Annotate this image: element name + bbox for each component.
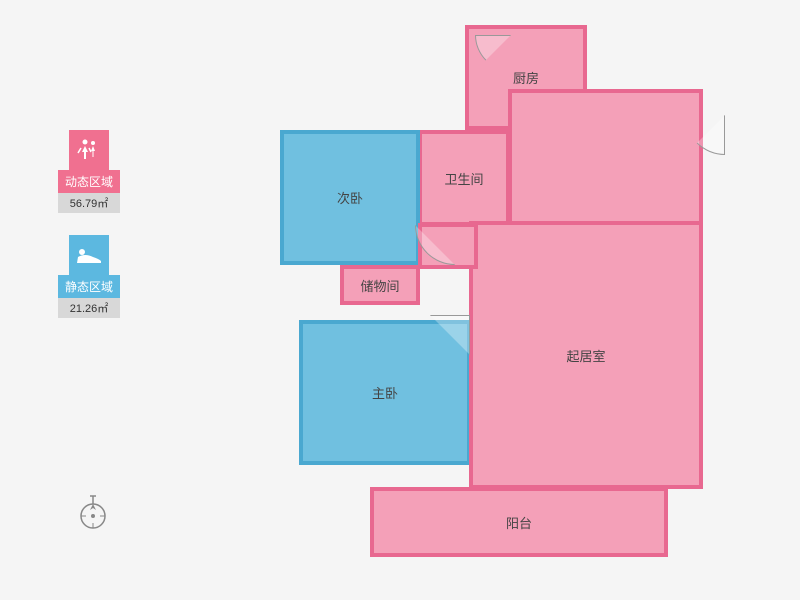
compass-icon <box>78 490 108 532</box>
room-label-balcony: 阳台 <box>506 513 532 532</box>
legend-dynamic-label: 动态区域 <box>58 170 120 193</box>
people-icon <box>69 130 109 170</box>
rest-icon <box>69 235 109 275</box>
legend-static: 静态区域 21.26㎡ <box>58 235 120 318</box>
room-storage: 储物间 <box>340 265 420 305</box>
legend-static-label: 静态区域 <box>58 275 120 298</box>
room-label-living-room: 起居室 <box>566 346 605 365</box>
legend-panel: 动态区域 56.79㎡ 静态区域 21.26㎡ <box>58 130 120 340</box>
legend-dynamic-value: 56.79㎡ <box>58 193 120 213</box>
room-label-storage: 储物间 <box>360 276 399 295</box>
room-balcony: 阳台 <box>370 487 668 557</box>
room-label-bathroom: 卫生间 <box>444 169 483 188</box>
legend-dynamic: 动态区域 56.79㎡ <box>58 130 120 213</box>
room-label-secondary-bedroom: 次卧 <box>337 188 363 207</box>
legend-static-value: 21.26㎡ <box>58 298 120 318</box>
room-secondary-bedroom: 次卧 <box>280 130 420 265</box>
room-master-bedroom: 主卧 <box>299 320 471 465</box>
room-bathroom: 卫生间 <box>418 130 510 226</box>
room-label-master-bedroom: 主卧 <box>372 383 398 402</box>
room-living-room: 起居室 <box>469 221 703 489</box>
floorplan: 厨房卫生间次卧储物间主卧 起居室阳台 <box>265 25 735 585</box>
room-label-kitchen: 厨房 <box>513 68 539 87</box>
